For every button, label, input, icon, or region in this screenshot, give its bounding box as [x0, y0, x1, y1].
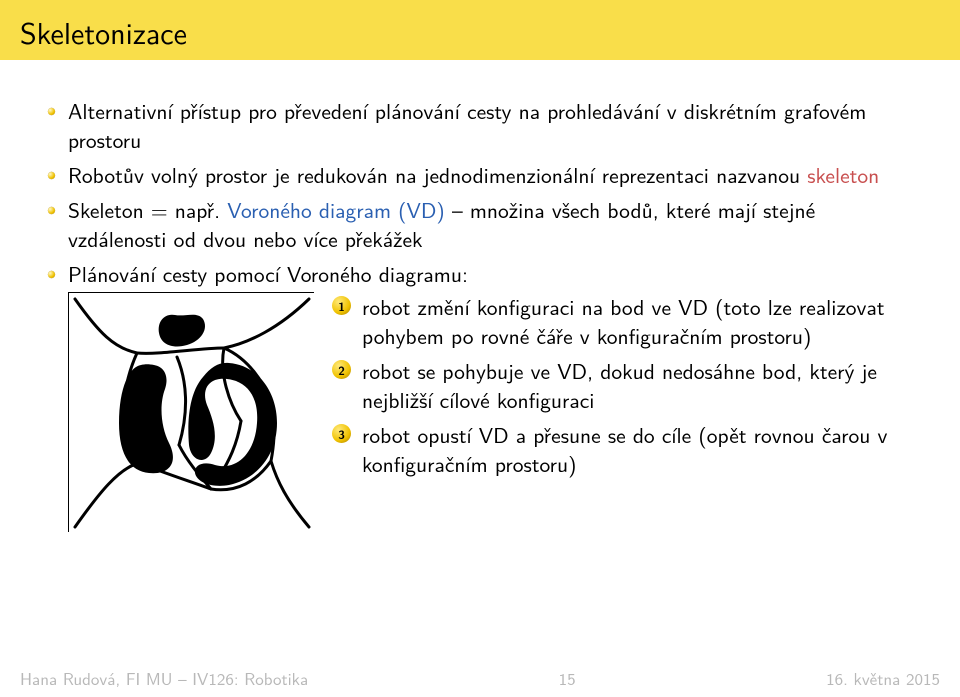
bullet-text: Plánování cesty pomocí Voroného diagramu…: [68, 257, 468, 289]
accent-text: skeleton: [807, 158, 879, 190]
enum-number-icon: 1: [332, 296, 351, 315]
title-bar: Skeletonizace: [0, 0, 960, 60]
enum-item: 3 robot opustí VD a přesune se do cíle (…: [332, 420, 916, 478]
enum-item: 2 robot se pohybuje ve VD, dokud nedosáh…: [332, 356, 916, 414]
voronoi-figure: [68, 292, 314, 532]
enum-item: 1 robot změní konfiguraci na bod ve VD (…: [332, 292, 916, 350]
bullet-text: Alternativní přístup pro převedení pláno…: [68, 94, 866, 155]
bullet-item: Alternativní přístup pro převedení pláno…: [44, 96, 916, 154]
enum-text: robot se pohybuje ve VD, dokud nedosáhne…: [362, 354, 877, 415]
enum-column: 1 robot změní konfiguraci na bod ve VD (…: [332, 292, 916, 484]
footer-left: Hana Rudová, FI MU – IV126: Robotika: [20, 666, 308, 691]
enum-number-icon: 3: [332, 424, 351, 443]
bullet-text: Skeleton = např.: [68, 193, 227, 225]
bullet-item: Robotův volný prostor je redukován na je…: [44, 160, 916, 189]
footer-center: 15: [559, 666, 576, 691]
enum-text: robot změní konfiguraci na bod ve VD (to…: [362, 290, 885, 351]
slide-title: Skeletonizace: [20, 10, 940, 54]
bullet-item: Skeleton = např. Voroného diagram (VD) –…: [44, 195, 916, 253]
slide-content: Alternativní přístup pro převedení pláno…: [0, 60, 960, 697]
enum-text: robot opustí VD a přesune se do cíle (op…: [362, 418, 887, 479]
blue-text: Voroného diagram (VD): [227, 193, 445, 225]
slide: Skeletonizace Alternativní přístup pro p…: [0, 0, 960, 697]
enum-number-icon: 2: [332, 360, 351, 379]
bullet-item: Plánování cesty pomocí Voroného diagramu…: [44, 259, 916, 532]
footer-right: 16. května 2015: [826, 666, 940, 691]
slide-footer: Hana Rudová, FI MU – IV126: Robotika 15 …: [0, 666, 960, 691]
inner-row: 1 robot změní konfiguraci na bod ve VD (…: [68, 292, 916, 532]
bullet-text: Robotův volný prostor je redukován na je…: [68, 158, 807, 190]
voronoi-svg: [69, 293, 315, 533]
